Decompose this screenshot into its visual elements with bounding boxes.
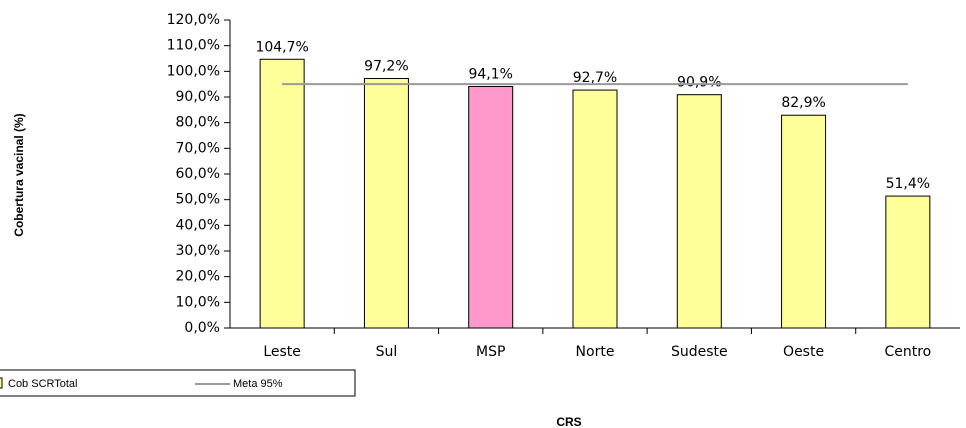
x-tick-label: Sudeste [671, 344, 728, 360]
y-tick-label: 50,0% [176, 192, 220, 208]
value-label: 82,9% [781, 95, 825, 111]
legend-swatch [0, 377, 3, 389]
value-label: 97,2% [364, 59, 408, 75]
x-tick-label: Norte [576, 344, 615, 360]
value-label: 51,4% [886, 176, 930, 192]
bar [885, 195, 931, 329]
bar [259, 58, 305, 329]
y-tick-label: 70,0% [176, 140, 220, 156]
y-tick-label: 0,0% [184, 320, 220, 336]
y-tick-label: 40,0% [176, 217, 220, 233]
x-tick-label: MSP [476, 344, 505, 360]
bar [676, 94, 722, 329]
legend-label: Meta 95% [233, 378, 283, 390]
x-tick-label: Leste [263, 344, 301, 360]
x-tick-label: Sul [376, 344, 398, 360]
y-tick-label: 60,0% [176, 166, 220, 182]
y-axis-title: Cobertura vacinal (%) [12, 113, 26, 236]
y-tick-label: 90,0% [176, 89, 220, 105]
y-tick-label: 100,0% [167, 63, 220, 79]
y-tick-label: 120,0% [167, 12, 220, 28]
bar [572, 89, 618, 329]
x-tick-label: Oeste [783, 344, 824, 360]
x-tick-label: Centro [884, 344, 931, 360]
bar [363, 78, 409, 329]
y-tick-label: 80,0% [176, 115, 220, 131]
x-axis-title: CRS [556, 415, 581, 428]
y-tick-label: 20,0% [176, 269, 220, 285]
legend-label: Cob SCRTotal [8, 378, 78, 390]
y-tick-label: 30,0% [176, 243, 220, 259]
value-label: 94,1% [468, 66, 512, 82]
y-tick-label: 10,0% [176, 294, 220, 310]
y-tick-label: 110,0% [167, 38, 220, 54]
bar [781, 114, 827, 329]
legend-box [0, 369, 356, 397]
bar [468, 85, 514, 329]
value-label: 90,9% [677, 75, 721, 91]
value-label: 92,7% [573, 70, 617, 86]
value-label: 104,7% [255, 39, 308, 55]
